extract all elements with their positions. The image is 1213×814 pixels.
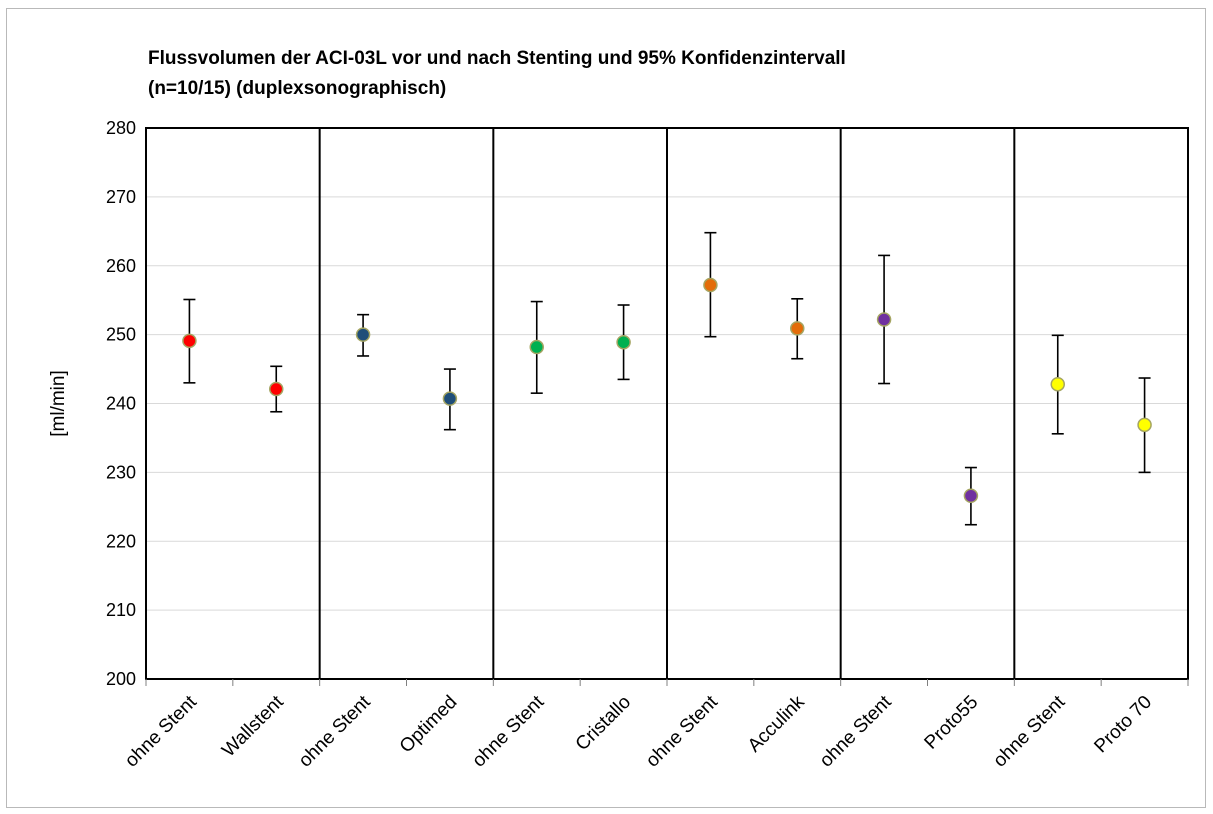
y-tick-label: 210 <box>106 600 136 620</box>
y-tick-label: 230 <box>106 462 136 482</box>
y-tick-label: 220 <box>106 531 136 551</box>
data-point <box>269 381 284 397</box>
x-category-label: Wallstent <box>218 691 288 761</box>
data-point <box>963 488 979 504</box>
x-category-label: ohne Stent <box>468 691 548 771</box>
y-tick-label: 250 <box>106 325 136 345</box>
data-point <box>529 339 544 355</box>
x-category-label: Acculink <box>744 691 809 756</box>
chart-frame <box>6 8 1206 808</box>
y-tick-label: 260 <box>106 256 136 276</box>
x-category-label: ohne Stent <box>989 691 1069 771</box>
y-tick-label: 240 <box>106 394 136 414</box>
y-tick-label: 280 <box>106 118 136 138</box>
x-category-label: Optimed <box>396 692 462 758</box>
data-point <box>876 312 892 327</box>
data-point <box>790 321 805 336</box>
x-category-label: ohne Stent <box>816 691 896 771</box>
data-point <box>616 334 631 350</box>
x-category-label: Proto55 <box>921 692 983 754</box>
x-category-label: ohne Stent <box>642 691 722 771</box>
y-tick-label: 270 <box>106 187 136 207</box>
x-category-label: ohne Stent <box>295 691 375 771</box>
data-point <box>703 277 718 293</box>
data-point <box>1137 417 1152 433</box>
chart-title-line-1: Flussvolumen der ACI-03L vor und nach St… <box>148 48 846 69</box>
y-axis-title: [ml/min] <box>48 370 69 437</box>
x-category-label: Cristallo <box>572 692 635 755</box>
chart-title-line-2: (n=10/15) (duplexsonographisch) <box>148 78 447 99</box>
chart-title: Flussvolumen der ACI-03L vor und nach St… <box>148 44 846 104</box>
data-point <box>1050 376 1065 392</box>
x-category-label: ohne Stent <box>121 691 201 771</box>
x-category-label: Proto 70 <box>1090 692 1156 758</box>
y-tick-label: 200 <box>106 669 136 689</box>
data-point <box>355 327 371 342</box>
data-point <box>182 333 197 349</box>
data-point <box>442 391 458 406</box>
